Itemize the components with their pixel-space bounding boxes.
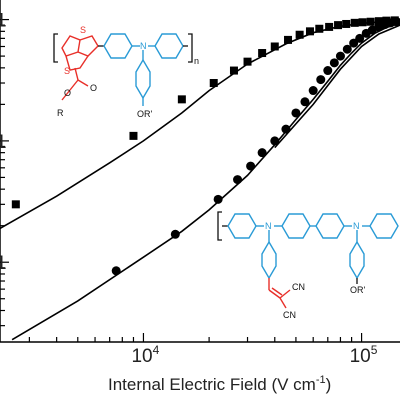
polymer1-s1-label: S [80, 25, 86, 35]
polymer1-n-atom-label: N [140, 41, 147, 51]
data-point-square [129, 131, 138, 140]
data-point-square [358, 18, 367, 27]
data-point-circle [213, 194, 223, 204]
data-point-square [229, 66, 238, 75]
y-tick-label: 1 [0, 253, 7, 274]
data-point-circle [316, 75, 326, 85]
tick-labels: 104 105 1 1 1 [0, 11, 378, 367]
dicyanovinyl-unit [268, 278, 291, 309]
data-point-square [284, 35, 293, 44]
data-point-square [374, 17, 383, 26]
polymer1-r-label: R [57, 108, 64, 118]
data-point-square [334, 21, 343, 30]
data-point-square [366, 17, 375, 26]
data-point-square [258, 49, 267, 58]
data-point-circle [257, 148, 267, 158]
data-point-circle [329, 58, 339, 68]
data-point-circle [323, 66, 333, 76]
polymer1-o2-label: O [64, 88, 71, 98]
data-point-circle [291, 108, 301, 118]
data-point-square [315, 24, 324, 33]
data-point-circle [308, 86, 318, 96]
y-tick-label: 1 [0, 132, 7, 153]
data-point-circle [281, 124, 291, 134]
data-point-square [305, 27, 314, 36]
data-point-circle [342, 44, 352, 54]
polymer1-structure: n S S O O R N OR' [53, 25, 199, 119]
polymer2-amine-unit [227, 213, 399, 280]
x-tick-label: 105 [350, 343, 378, 367]
data-point-circle [233, 175, 243, 185]
data-point-circle [111, 266, 121, 276]
data-point-square [295, 30, 304, 39]
data-point-circle [246, 161, 256, 171]
polymer2-cn1-label: CN [292, 282, 305, 292]
fit-curve-alt-series-2 [274, 24, 400, 149]
data-point-circle [335, 51, 345, 61]
polymer2-cn2-label: CN [283, 310, 296, 320]
data-point-square [342, 19, 351, 28]
data-point-square [177, 95, 186, 104]
polymer2-n2-label: N [353, 221, 360, 231]
data-point-square [209, 79, 218, 88]
data-point-circle [170, 229, 180, 239]
data-point-circle [355, 33, 365, 43]
data-point-square [350, 18, 359, 27]
polymer1-o1-label: O [90, 83, 97, 93]
ticks [0, 18, 363, 342]
polymer2-bracket-left [217, 211, 222, 241]
polymer1-s2-label: S [64, 66, 70, 76]
data-point-square [243, 57, 252, 66]
polymer2-structure: N N CN CN OR' [217, 211, 399, 320]
polymer2-n1-label: N [265, 221, 272, 231]
polymer1-n-label: n [194, 56, 199, 66]
data-point-square [325, 22, 334, 31]
data-point-circle [270, 136, 280, 146]
y-tick-label: 1 [0, 11, 7, 32]
polymer2-orp-label: OR' [350, 285, 366, 295]
fit-curves [0, 20, 400, 341]
polymer1-bracket-right [188, 33, 193, 63]
data-markers [11, 16, 400, 276]
data-point-circle [300, 97, 310, 107]
axes-frame [0, 0, 400, 343]
polymer1-orp-label: OR' [137, 109, 153, 119]
x-axis-title: Internal Electric Field (V cm-1) [108, 374, 331, 394]
data-point-square [270, 42, 279, 51]
fit-curve-series-2 [11, 22, 400, 341]
polymer1-bracket-left [53, 33, 58, 63]
data-point-square [11, 200, 20, 209]
x-tick-label: 104 [131, 343, 159, 367]
data-point-circle [392, 17, 400, 27]
